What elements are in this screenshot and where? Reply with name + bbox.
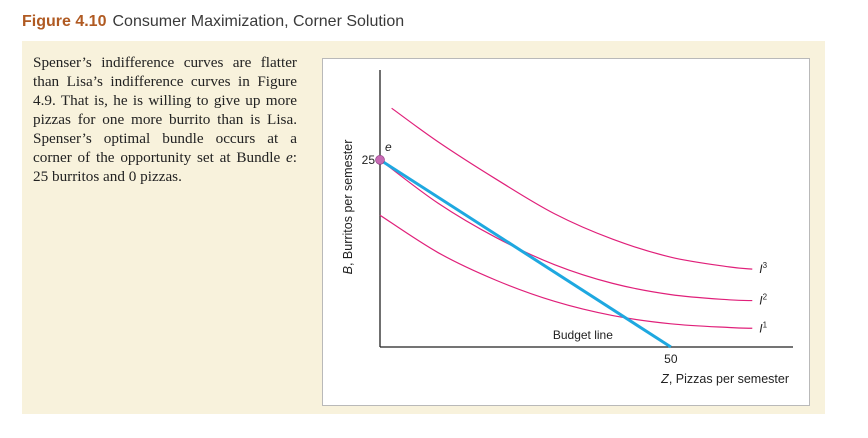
figure-title: Figure 4.10 Consumer Maximization, Corner… (22, 13, 404, 31)
caption-text-2: : 25 burritos and 0 pizzas. (33, 149, 297, 185)
figure-caption: Spenser’s indifference curves are flatte… (33, 53, 297, 186)
chart-container: I1 I2 I3 Budget line e 25 50 Z, Pizzas per seme… (322, 58, 810, 406)
curve-label-base: I (759, 321, 763, 335)
y-tick-label: 25 (362, 153, 376, 167)
curve-label-superscript: 3 (763, 261, 768, 270)
curve-label-superscript: 1 (763, 320, 768, 329)
x-tick-label: 50 (664, 352, 678, 366)
figure-title-text: Consumer Maximization, Corner Solution (112, 13, 405, 30)
indifference-curve-i1 (379, 214, 753, 329)
budget-line-label: Budget line (553, 328, 613, 342)
indifference-curve-i3 (391, 107, 753, 270)
y-axis-variable: B (341, 266, 355, 274)
indifference-curve-i2 (379, 159, 753, 302)
caption-text-1: Spenser’s indifference curves are flatte… (33, 54, 297, 166)
y-axis-label-rest: , Burritos per semester (341, 140, 355, 266)
curve-label-i2: I2 (759, 293, 767, 308)
y-axis-label: B, Burritos per semester (341, 140, 355, 275)
curve-label-base: I (759, 262, 763, 276)
budget-line (379, 158, 672, 349)
optimal-point-e (375, 155, 385, 165)
x-axis-label-rest: , Pizzas per semester (669, 372, 789, 386)
caption-bundle-letter: e (286, 149, 293, 166)
figure-panel: Spenser’s indifference curves are flatte… (22, 41, 825, 414)
curve-label-i3: I3 (759, 261, 767, 276)
x-axis-label: Z, Pizzas per semester (660, 372, 789, 386)
curve-label-superscript: 2 (763, 293, 768, 302)
x-axis-variable: Z (660, 372, 669, 386)
curve-label-base: I (759, 294, 763, 308)
figure-number: Figure 4.10 (22, 13, 107, 30)
curve-label-i1: I1 (759, 320, 767, 335)
optimal-point-label: e (385, 140, 392, 154)
